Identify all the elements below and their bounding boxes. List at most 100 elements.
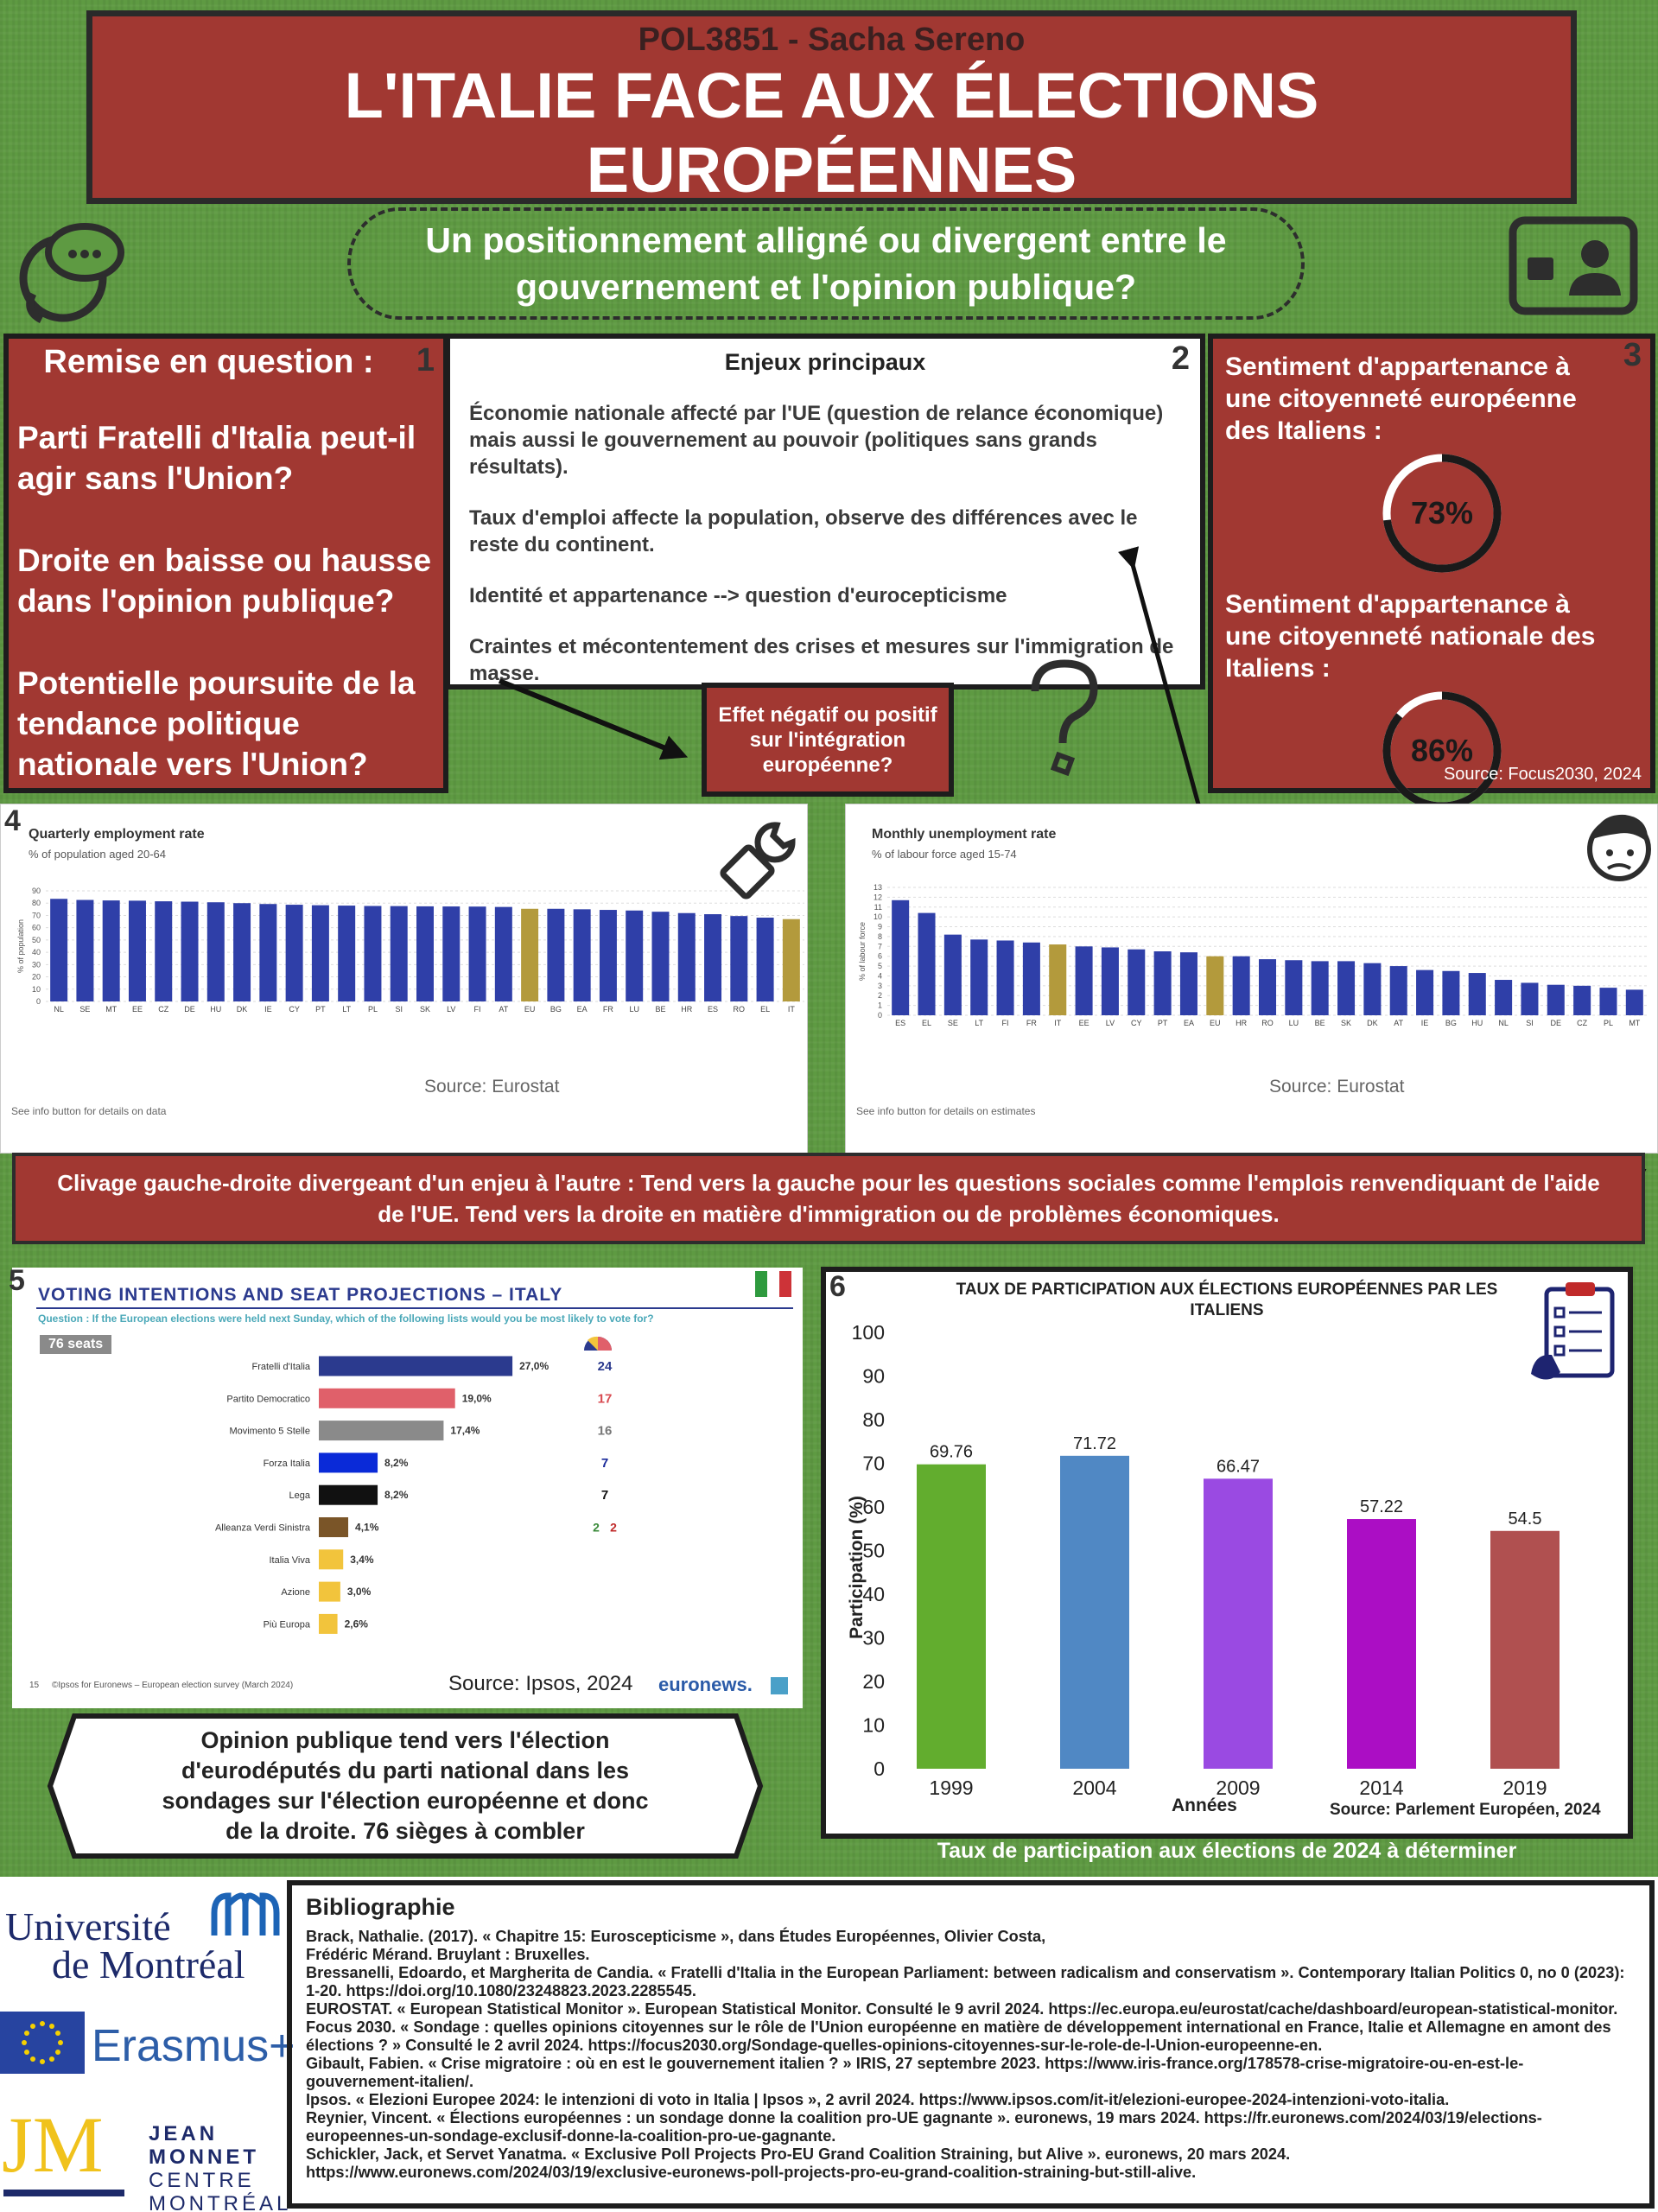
unemployment-ytick: 2: [878, 991, 882, 1000]
turnout-ylabel: Participation (%): [847, 1496, 867, 1639]
unemployment-xtick: CY: [1131, 1019, 1142, 1027]
unemployment-xtick: SK: [1341, 1019, 1351, 1027]
employment-xtick: LU: [629, 1005, 639, 1014]
employment-bar-eu: [521, 908, 539, 1001]
employment-xtick: EE: [132, 1005, 143, 1014]
employment-bar-lt: [338, 906, 356, 1001]
unemployment-ytick: 8: [878, 932, 882, 941]
turnout-xtick: 2019: [1502, 1777, 1547, 1799]
employment-ytick: 0: [36, 997, 41, 1006]
opinion-hexagon-frame: [47, 1713, 764, 1859]
udem-emblem-icon: [211, 1892, 280, 1936]
turnout-bar-chart: 0 10 20 30 40 50 60 70 80 90 100 69.76 1999 71.72 2004…: [852, 1321, 1560, 1799]
author-line: POL3851 - Sacha Sereno: [638, 22, 1026, 58]
panel-number: 1: [416, 342, 435, 378]
poll-value-label: 3,4%: [350, 1554, 374, 1566]
unemployment-ytick: 3: [878, 982, 882, 990]
unemployment-xtick: SI: [1526, 1019, 1534, 1027]
employment-bar-it: [782, 918, 800, 1001]
bibliography-entry: Gibault, Fabien. « Crise migratoire : où…: [306, 2055, 1524, 2090]
unemployment-bar-fr: [1022, 942, 1040, 1015]
employment-xtick: SI: [395, 1005, 403, 1014]
national-belonging-value: 86%: [1410, 733, 1474, 768]
employment-xtick: EL: [760, 1005, 770, 1014]
poll-source: Source: Ipsos, 2024: [448, 1672, 633, 1695]
poll-bar: [319, 1613, 338, 1634]
employment-xtick: SE: [79, 1005, 90, 1014]
employment-bar-at: [494, 906, 512, 1001]
turnout-bar-2014: [1347, 1519, 1416, 1769]
poll-footer: ©Ipsos for Euronews – European election …: [52, 1681, 294, 1690]
poll-value-label: 17,4%: [450, 1425, 480, 1437]
unemployment-bar-sk: [1337, 961, 1356, 1015]
employment-ytick: 30: [32, 960, 41, 969]
poll-bar: [319, 1388, 455, 1408]
unemployment-bar-be: [1311, 961, 1329, 1015]
question-mark-icon: [1031, 659, 1098, 777]
poll-value-label: 3,0%: [347, 1586, 372, 1598]
poll-value-label: 2,6%: [345, 1618, 369, 1630]
poll-party-label: Forza Italia: [264, 1459, 311, 1469]
unemployment-bar-lt: [970, 939, 988, 1015]
poll-seats-label: 24: [598, 1359, 613, 1374]
employment-footnote: See info button for details on data: [11, 1105, 167, 1117]
turnout-ytick: 50: [862, 1540, 885, 1562]
unemployment-xtick: BE: [1315, 1019, 1325, 1027]
poll-question: Question : If the European elections wer…: [38, 1313, 654, 1325]
turnout-ytick: 100: [852, 1321, 885, 1344]
unemployment-bar-ro: [1258, 959, 1277, 1015]
turnout-value-label: 69.76: [930, 1443, 973, 1462]
poll-seats-label: 7: [601, 1488, 608, 1503]
ipsos-logo: [771, 1677, 788, 1694]
eu-stars: [22, 2021, 63, 2064]
employment-xtick: PL: [368, 1005, 378, 1014]
panel-questions: Remise en question : Parti Fratelli d'It…: [3, 334, 448, 793]
national-belonging-label: Sentiment d'appartenance à une citoyenne…: [1225, 590, 1596, 683]
poll-value-label: 8,2%: [384, 1489, 409, 1501]
unemployment-bar-cz: [1573, 985, 1591, 1015]
unemployment-bar-pt: [1153, 951, 1172, 1015]
eu-belonging-label: Sentiment d'appartenance à une citoyenne…: [1225, 353, 1577, 445]
unemployment-bar-dk: [1363, 963, 1382, 1015]
unemployment-xtick: EE: [1079, 1019, 1089, 1027]
seats-badge: 76 seats: [40, 1335, 112, 1354]
poster-title-line1: L'ITALIE FACE AUX ÉLECTIONS: [344, 60, 1319, 131]
unemployment-bar-ea: [1179, 952, 1197, 1015]
turnout-xtick: 2009: [1216, 1777, 1260, 1799]
turnout-bar-2004: [1060, 1455, 1129, 1769]
employment-xtick: EU: [524, 1005, 536, 1014]
unemployment-xtick: FI: [1002, 1019, 1009, 1027]
poll-bar: [319, 1421, 444, 1441]
unemployment-bar-eu: [1206, 956, 1224, 1015]
turnout-ytick: 40: [862, 1583, 885, 1605]
employment-xtick: HU: [210, 1005, 221, 1014]
turnout-ytick: 60: [862, 1496, 885, 1518]
unemployment-bar-ie: [1416, 969, 1434, 1015]
employment-bar-lv: [442, 906, 461, 1001]
employment-xtick: DK: [237, 1005, 248, 1014]
unemployment-xtick: LT: [975, 1019, 983, 1027]
employment-bar-se: [76, 899, 94, 1001]
turnout-value-label: 54.5: [1509, 1510, 1542, 1529]
poll-party-label: Più Europa: [264, 1619, 311, 1630]
unemployment-bar-pl: [1599, 988, 1617, 1015]
employment-xtick: CZ: [158, 1005, 168, 1014]
bibliography-entry: EUROSTAT. « European Statistical Monitor…: [306, 2000, 1618, 2018]
panel3-source: Source: Focus2030, 2024: [1443, 765, 1642, 784]
unemployment-bar-nl: [1495, 980, 1513, 1015]
employment-xtick: PT: [315, 1005, 326, 1014]
thinking-head-icon: [19, 223, 124, 324]
clipboard-checklist-icon: [1531, 1282, 1615, 1380]
turnout-ytick: 0: [873, 1758, 885, 1780]
turnout-source: Source: Parlement Européen, 2024: [1330, 1801, 1601, 1819]
poll-bar: [319, 1517, 349, 1537]
employment-xtick: MT: [105, 1005, 117, 1014]
eu-belonging-value: 73%: [1410, 495, 1474, 531]
unemployment-ytick: 4: [878, 971, 882, 980]
unemployment-ytick: 0: [878, 1011, 882, 1020]
unemployment-bar-mt: [1625, 989, 1643, 1015]
issue-point: Identité et appartenance --> question d'…: [469, 584, 1007, 607]
poll-title-rule: [36, 1307, 793, 1309]
poll-title: VOTING INTENTIONS AND SEAT PROJECTIONS –…: [38, 1285, 563, 1305]
